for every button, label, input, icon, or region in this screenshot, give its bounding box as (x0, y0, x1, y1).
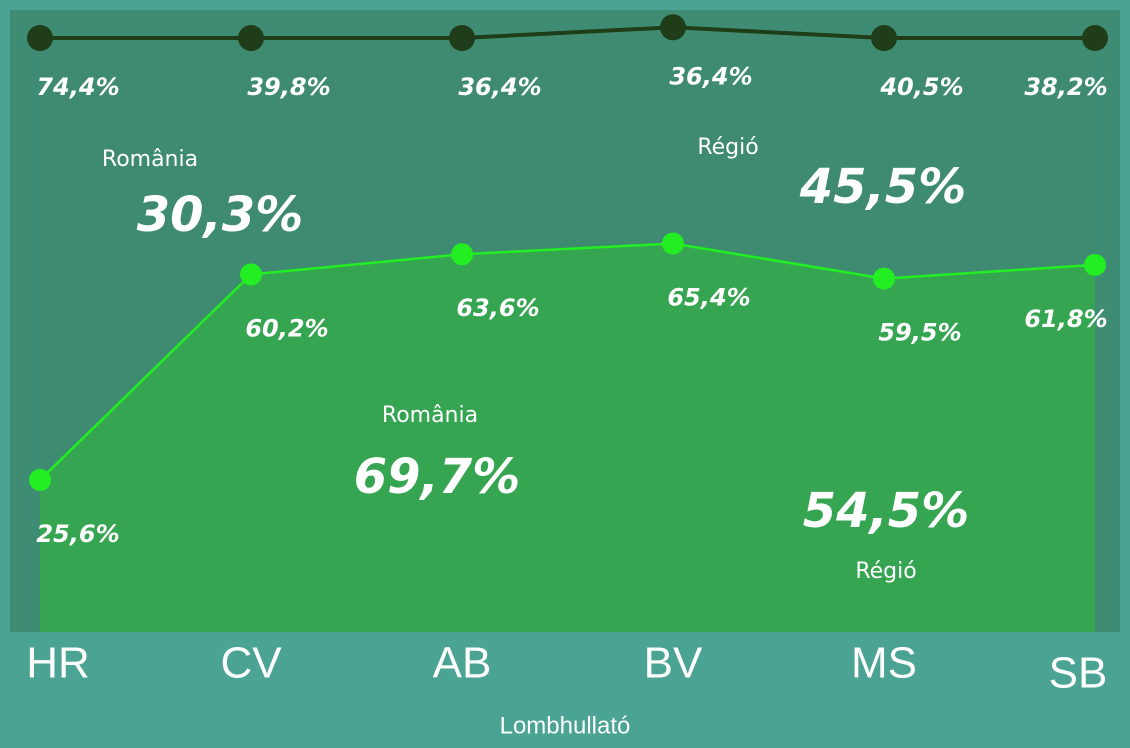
annotation-value: 30,3% (137, 187, 304, 243)
value-label: 65,4% (667, 284, 750, 312)
point (662, 233, 684, 255)
annotation-value: 45,5% (799, 159, 967, 215)
value-label: 61,8% (1024, 305, 1107, 333)
point (660, 14, 686, 40)
value-label: 40,5% (879, 73, 963, 101)
point (29, 469, 51, 491)
value-label: 36,4% (458, 73, 541, 101)
point (871, 25, 897, 51)
point (873, 268, 895, 290)
annotation-label: România (382, 403, 478, 428)
value-label: 38,2% (1024, 73, 1107, 101)
value-label: 59,5% (878, 319, 961, 347)
annotation-value: 54,5% (803, 483, 970, 539)
annotation-label: Régió (855, 559, 916, 584)
x-axis-label: Lombhullató (500, 712, 631, 739)
annotation-value: 69,7% (354, 449, 521, 505)
point (451, 243, 473, 265)
annotation-label: Régió (697, 135, 758, 160)
value-label: 63,6% (456, 294, 539, 322)
x-tick-label: MS (851, 639, 917, 688)
x-tick-label: BV (644, 639, 703, 688)
value-label: 39,8% (247, 73, 330, 101)
point (1084, 254, 1106, 276)
point (27, 25, 53, 51)
annotation-label: România (102, 147, 198, 172)
chart: România 30,3% Régió 45,5% România 69,7% … (0, 0, 1130, 748)
point (449, 25, 475, 51)
x-tick-label: CV (220, 639, 282, 688)
x-tick-label: SB (1049, 649, 1108, 698)
x-tick-label: HR (26, 639, 90, 688)
value-label: 36,4% (669, 62, 752, 90)
value-label: 60,2% (245, 314, 328, 342)
point (240, 263, 262, 285)
x-tick-label: AB (433, 639, 492, 688)
point (238, 25, 264, 51)
point (1082, 25, 1108, 51)
value-label: 74,4% (36, 73, 119, 101)
value-label: 25,6% (36, 520, 119, 548)
